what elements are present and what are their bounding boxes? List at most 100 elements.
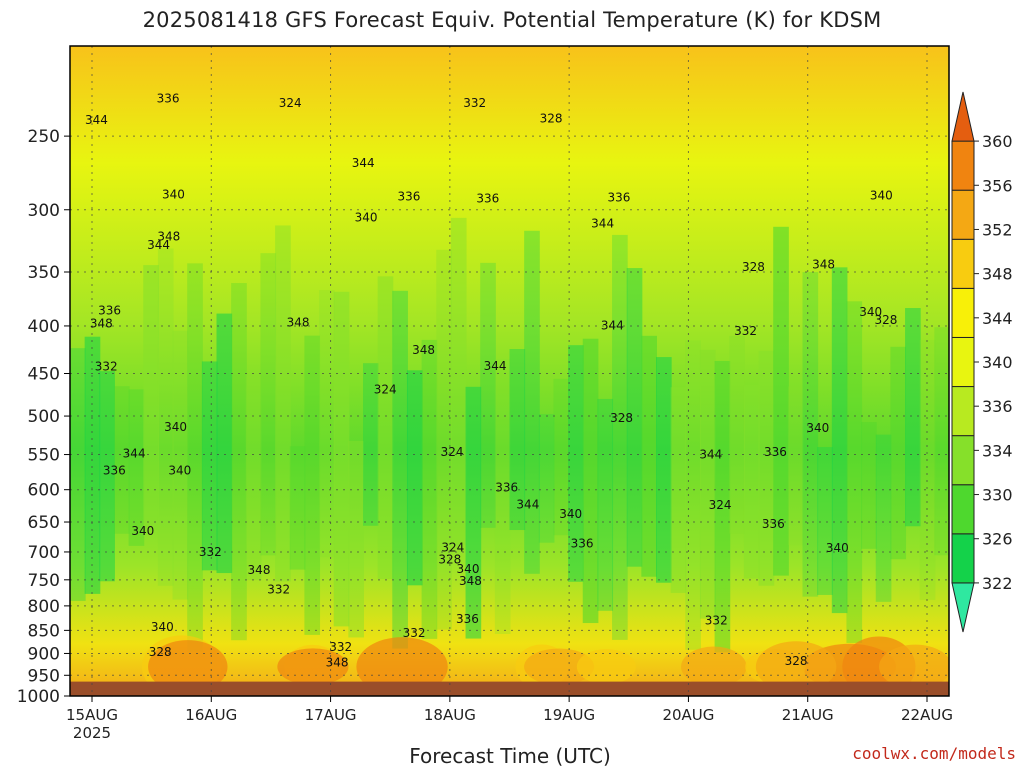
contour-label: 340 xyxy=(355,211,378,225)
field-cell xyxy=(289,446,306,570)
contour-label: 340 xyxy=(131,524,154,538)
x-tick-label: 22AUG xyxy=(901,706,953,724)
field-cell xyxy=(802,272,819,597)
field-cell xyxy=(685,340,701,650)
field-cell xyxy=(406,370,423,586)
field-warm-cell xyxy=(576,649,636,685)
contour-label: 348 xyxy=(326,655,349,669)
colorbar-cell xyxy=(951,91,975,142)
colorbar-cell xyxy=(951,189,975,240)
field-cell xyxy=(861,422,877,549)
colorbar-cell xyxy=(951,435,975,486)
contour-label: 332 xyxy=(267,583,290,597)
contour-label: 348 xyxy=(157,229,180,243)
y-tick-label: 550 xyxy=(28,446,60,466)
field-cell xyxy=(143,265,159,530)
contour-label: 344 xyxy=(516,497,539,511)
contour-label: 328 xyxy=(875,313,898,327)
contour-label: 336 xyxy=(398,190,421,204)
field-cell xyxy=(743,385,760,579)
contour-label: 344 xyxy=(484,359,507,373)
contour-label: 332 xyxy=(199,545,222,559)
colorbar-label: 348 xyxy=(982,265,1013,284)
contour-label: 336 xyxy=(456,612,479,626)
colorbar-label: 326 xyxy=(982,530,1013,549)
field-cell xyxy=(568,345,584,582)
field-cell xyxy=(465,386,482,639)
field-cell xyxy=(128,389,145,546)
field-cell xyxy=(421,339,438,639)
contour-label: 328 xyxy=(610,411,633,425)
contour-label: 348 xyxy=(812,258,835,272)
contour-label: 336 xyxy=(495,481,518,495)
contour-label: 336 xyxy=(762,517,785,531)
colorbar-label: 336 xyxy=(982,397,1013,416)
field-cell xyxy=(919,339,936,600)
colorbar-label: 322 xyxy=(982,574,1013,593)
y-tick-label: 700 xyxy=(28,543,60,563)
field-cell xyxy=(612,234,628,640)
field-cell xyxy=(275,225,291,582)
contour-label: 340 xyxy=(457,562,480,576)
contour-label: 332 xyxy=(705,614,728,628)
field-cell xyxy=(377,276,394,579)
x-axis-label: Forecast Time (UTC) xyxy=(409,744,611,768)
field-cell xyxy=(216,313,233,574)
contour-label: 328 xyxy=(540,111,563,125)
field-cell xyxy=(201,361,218,571)
colorbar-cell xyxy=(951,238,975,289)
field-cell xyxy=(363,363,379,526)
field-cell xyxy=(758,350,775,586)
colorbar-cell xyxy=(951,287,975,338)
x-year-label: 2025 xyxy=(73,724,111,742)
contour-label: 340 xyxy=(806,421,829,435)
colorbar-cell xyxy=(951,484,975,535)
x-tick-label: 15AUG xyxy=(66,706,118,724)
field-cell xyxy=(875,434,892,602)
contour-label: 348 xyxy=(412,343,435,357)
colorbar-label: 344 xyxy=(982,309,1013,328)
y-tick-label: 650 xyxy=(28,513,60,533)
colorbar: 322 326 330 334 336 340 344 348 352 356 360 xyxy=(951,91,1013,633)
field-warm-cell xyxy=(755,641,837,693)
contour-label: 328 xyxy=(742,260,765,274)
field-cell xyxy=(333,291,350,627)
contour-label: 336 xyxy=(764,445,787,459)
contour-label: 332 xyxy=(734,324,757,338)
field-cell xyxy=(773,226,789,576)
contour-label: 348 xyxy=(248,563,271,577)
y-tick-label: 400 xyxy=(28,317,60,337)
contour-label: 340 xyxy=(870,189,893,203)
field-cell xyxy=(905,308,921,527)
field-cell xyxy=(187,263,203,652)
field-cell xyxy=(641,335,657,577)
contour-label: 340 xyxy=(164,420,187,434)
ground-fill xyxy=(70,681,949,696)
axes: 250 300 350 400 450 500 550 600 650 700 750 800 850 9… xyxy=(17,45,953,742)
field-cell xyxy=(304,335,321,635)
field-cell xyxy=(231,283,247,641)
field-cell xyxy=(172,330,189,600)
credit-link[interactable]: coolwx.com/models xyxy=(852,744,1016,763)
field-warm-cell xyxy=(148,640,228,694)
contour-label: 336 xyxy=(476,192,499,206)
y-tick-label: 500 xyxy=(28,407,60,427)
x-tick-label: 19AUG xyxy=(543,706,595,724)
colorbar-cell xyxy=(951,140,975,191)
field-cell xyxy=(260,253,277,556)
field-cell xyxy=(626,268,643,567)
x-tick-label: 21AUG xyxy=(782,706,834,724)
y-tick-label: 1000 xyxy=(17,687,60,707)
contour-label: 340 xyxy=(559,507,582,521)
field-cell xyxy=(524,230,540,574)
field-cell xyxy=(157,248,174,586)
contour-label: 336 xyxy=(608,191,631,205)
field-cell xyxy=(656,357,672,583)
contour-label: 328 xyxy=(785,654,808,668)
field-cell xyxy=(787,386,804,546)
field-warm-cell xyxy=(356,637,448,696)
field-warm-cell xyxy=(879,644,949,689)
y-tick-label: 450 xyxy=(28,365,60,385)
contour-label: 340 xyxy=(151,620,174,634)
chart-title: 2025081418 GFS Forecast Equiv. Potential… xyxy=(142,8,882,32)
